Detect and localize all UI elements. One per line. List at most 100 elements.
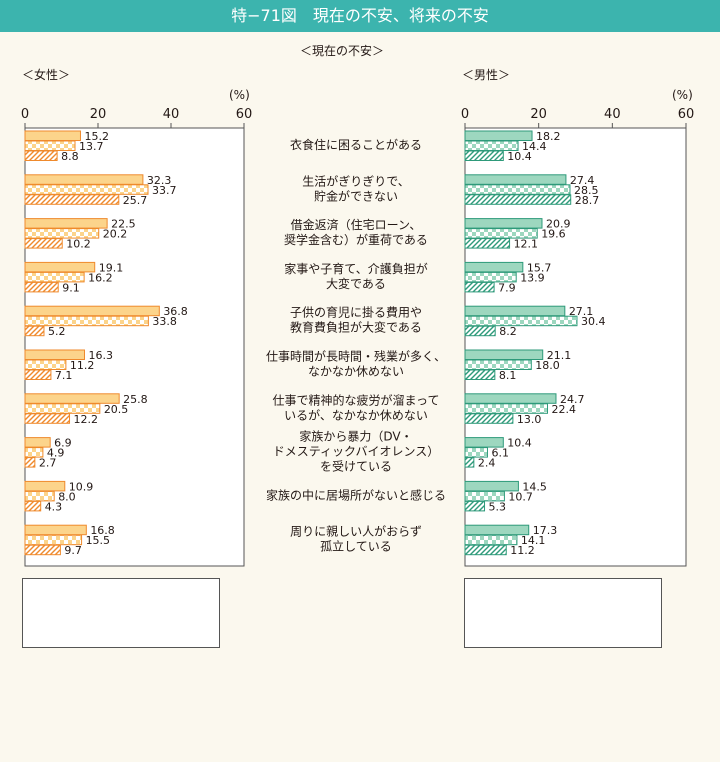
male-tick-label: 20 [530, 107, 547, 122]
female-data-label: 22.5 [111, 218, 136, 231]
chart-subtitle: ＜現在の不安＞ [300, 44, 385, 58]
male-data-label: 2.4 [478, 457, 496, 470]
female-bar [24, 500, 42, 512]
female-bar [24, 194, 120, 205]
male-data-label: 17.3 [533, 524, 558, 537]
male-data-label: 15.7 [527, 261, 552, 274]
female-data-label: 6.9 [54, 437, 71, 450]
category-label: 子供の育児に掛る費用や [290, 305, 422, 320]
male-bar [464, 447, 488, 458]
female-data-label: 19.1 [99, 261, 124, 274]
female-bar [24, 238, 63, 249]
male-bar [464, 261, 524, 273]
male-data-label: 10.4 [507, 150, 531, 163]
female-bar [24, 369, 52, 380]
male-bar [464, 218, 543, 229]
female-bar [24, 281, 59, 293]
female-bar [24, 150, 58, 161]
male-bar [464, 194, 572, 205]
male-data-label: 7.9 [498, 281, 516, 294]
male-bar [464, 369, 496, 380]
male-bar [464, 349, 544, 360]
category-label: 家族から暴力（DV・ [299, 429, 412, 444]
male-data-label: 13.0 [517, 413, 542, 426]
category-label: 衣食住に困ることがある [290, 137, 422, 152]
female-legend [22, 578, 220, 648]
female-data-label: 7.1 [55, 369, 73, 382]
female-bar [24, 544, 61, 556]
female-tick-label: 20 [90, 107, 107, 122]
female-data-label: 20.2 [103, 228, 128, 241]
male-data-label: 28.7 [575, 194, 600, 207]
female-tick-label: 0 [21, 107, 29, 122]
male-bar [464, 315, 578, 327]
male-bar [464, 359, 532, 370]
female-unit-label: (%) [229, 88, 250, 102]
male-data-label: 5.3 [489, 500, 507, 513]
female-data-label: 8.8 [61, 150, 78, 163]
female-data-label: 33.7 [152, 184, 177, 197]
female-bar [24, 524, 87, 536]
male-data-label: 30.4 [581, 315, 606, 328]
category-label: 家事や子育て、介護負担が [284, 261, 427, 276]
male-bar [464, 184, 571, 195]
female-data-label: 12.2 [74, 413, 99, 426]
female-data-label: 8.0 [58, 490, 75, 503]
female-tick-label: 40 [163, 107, 180, 122]
female-data-label: 25.8 [123, 393, 148, 406]
chart-title: 特−71図 現在の不安、将来の不安 [0, 0, 720, 32]
male-data-label: 27.4 [570, 174, 595, 187]
male-data-label: 22.4 [552, 403, 577, 416]
male-bar [464, 174, 567, 185]
male-bar [464, 534, 518, 546]
male-bar [464, 544, 507, 556]
female-bar [24, 218, 108, 229]
male-data-label: 14.1 [521, 534, 546, 547]
female-data-label: 9.1 [62, 281, 79, 294]
female-data-label: 9.7 [64, 544, 82, 557]
male-data-label: 8.2 [499, 325, 517, 338]
female-bar [24, 130, 81, 141]
category-label: 周りに親しい人がおらず [290, 524, 422, 539]
female-data-label: 4.3 [45, 500, 63, 513]
male-bar [464, 413, 514, 424]
female-data-label: 16.3 [88, 349, 113, 362]
male-bar [464, 305, 566, 317]
female-data-label: 10.9 [69, 480, 94, 493]
female-data-label: 5.2 [48, 325, 65, 338]
category-label: 生活がぎりぎりで、 [302, 173, 410, 188]
female-data-label: 10.2 [66, 238, 91, 251]
female-data-label: 20.5 [104, 403, 129, 416]
male-data-label: 13.9 [520, 271, 545, 284]
category-label: 仕事時間が長時間・残業が多く、 [266, 349, 446, 364]
female-data-label: 15.2 [84, 130, 109, 143]
category-label: 大変である [326, 276, 386, 291]
female-data-label: 36.8 [163, 305, 188, 318]
male-data-label: 14.4 [522, 140, 547, 153]
female-data-label: 33.8 [152, 315, 177, 328]
male-bar [464, 238, 511, 249]
female-data-label: 11.2 [70, 359, 95, 372]
male-data-label: 12.1 [514, 238, 539, 251]
female-bar [24, 261, 96, 273]
male-panel-label: ＜男性＞ [462, 68, 511, 82]
category-label: なかなか休めない [308, 365, 404, 379]
male-bar [464, 457, 475, 468]
male-bar [464, 281, 495, 293]
male-data-label: 14.5 [522, 480, 547, 493]
male-data-label: 18.0 [535, 359, 560, 372]
male-tick-label: 60 [678, 107, 695, 122]
female-bar [24, 305, 160, 317]
category-label: 孤立している [320, 539, 392, 554]
female-data-label: 16.8 [90, 524, 115, 537]
female-data-label: 4.9 [47, 447, 64, 460]
male-bar [464, 393, 557, 404]
male-bar [464, 500, 486, 512]
male-data-label: 27.1 [569, 305, 594, 318]
female-bar [24, 413, 71, 424]
male-data-label: 28.5 [574, 184, 599, 197]
male-data-label: 10.4 [507, 437, 531, 450]
male-data-label: 6.1 [491, 447, 509, 460]
male-data-label: 24.7 [560, 393, 585, 406]
category-label: ドメスティックバイオレンス） [273, 445, 439, 459]
